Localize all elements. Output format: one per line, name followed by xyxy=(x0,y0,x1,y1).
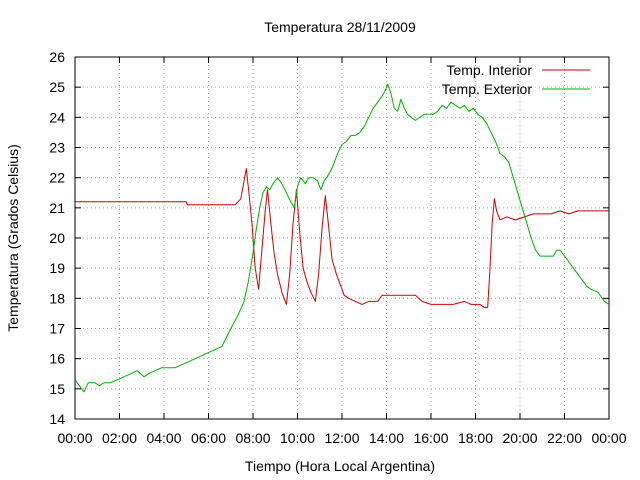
y-tick-label: 24 xyxy=(49,109,65,125)
x-tick-label: 18:00 xyxy=(458,430,493,446)
legend-label-exterior: Temp. Exterior xyxy=(442,81,533,97)
legend-label-interior: Temp. Interior xyxy=(446,62,532,78)
x-tick-label: 04:00 xyxy=(146,430,181,446)
legend-entry-interior: Temp. Interior xyxy=(446,62,590,78)
y-tick-label: 16 xyxy=(49,351,65,367)
y-tick-label: 19 xyxy=(49,260,65,276)
x-tick-label: 22:00 xyxy=(547,430,582,446)
y-tick-label: 21 xyxy=(49,200,65,216)
series-line-exterior xyxy=(74,83,610,393)
x-tick-label: 08:00 xyxy=(235,430,270,446)
y-tick-label: 20 xyxy=(49,230,65,246)
chart-title: Temperatura 28/11/2009 xyxy=(264,19,416,35)
y-tick-label: 18 xyxy=(49,290,65,306)
axis-ticks xyxy=(74,56,610,420)
grid xyxy=(75,57,609,419)
x-tick-label: 14:00 xyxy=(369,430,404,446)
legend-entry-exterior: Temp. Exterior xyxy=(442,81,590,97)
y-tick-label: 17 xyxy=(49,321,65,337)
x-tick-label: 02:00 xyxy=(102,430,137,446)
x-tick-label: 16:00 xyxy=(413,430,448,446)
x-tick-label: 06:00 xyxy=(191,430,226,446)
x-tick-label: 00:00 xyxy=(591,430,626,446)
x-axis-title: Tiempo (Hora Local Argentina) xyxy=(245,458,435,474)
x-tick-label: 12:00 xyxy=(324,430,359,446)
y-tick-label: 22 xyxy=(49,170,65,186)
y-tick-label: 14 xyxy=(49,411,65,427)
x-axis-tick-labels: 00:00 02:00 04:00 06:00 08:00 10:00 12:00 14:00… xyxy=(57,430,626,446)
x-tick-label: 20:00 xyxy=(502,430,537,446)
x-tick-label: 10:00 xyxy=(280,430,315,446)
y-axis-title: Temperatura (Grados Celsius) xyxy=(5,144,21,332)
x-tick-label: 00:00 xyxy=(57,430,92,446)
legend: Temp. Interior Temp. Exterior xyxy=(442,62,590,97)
y-tick-label: 26 xyxy=(49,49,65,65)
y-axis-tick-labels: 14 15 16 17 18 19 20 21 22 23 24 25 26 xyxy=(49,49,65,427)
y-tick-label: 23 xyxy=(49,140,65,156)
series-lines xyxy=(74,83,610,393)
y-tick-label: 25 xyxy=(49,79,65,95)
y-tick-label: 15 xyxy=(49,381,65,397)
